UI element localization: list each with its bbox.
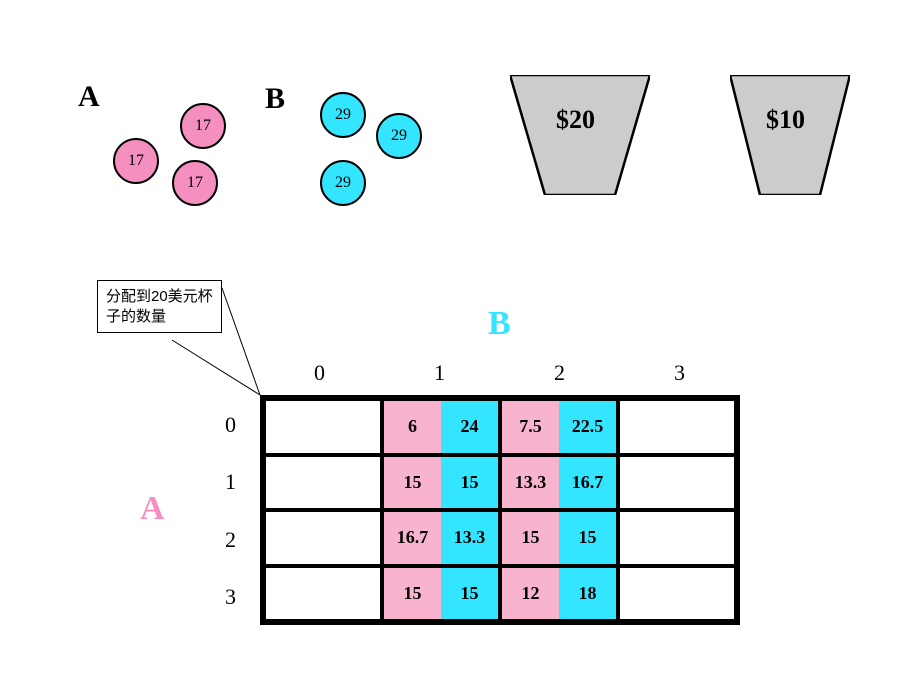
col-header: 2 (554, 360, 565, 386)
table-cell (618, 566, 736, 622)
cup: $10 (730, 75, 850, 200)
col-header: 3 (674, 360, 685, 386)
table-cell: 16.713.3 (382, 510, 500, 566)
payoff-b: 16.7 (559, 457, 616, 509)
table-cell (264, 399, 382, 455)
payoff-b: 22.5 (559, 401, 616, 453)
table-cell (618, 455, 736, 511)
payoff-a: 12 (502, 568, 559, 620)
payoff-b: 18 (559, 568, 616, 620)
table-cell: 1515 (382, 455, 500, 511)
payoff-a: 6 (384, 401, 441, 453)
col-header: 0 (314, 360, 325, 386)
payoff-a: 15 (502, 512, 559, 564)
table-cell (618, 510, 736, 566)
payoff-table: 6247.522.5151513.316.716.713.31515151512… (260, 395, 740, 625)
table-cell: 1515 (500, 510, 618, 566)
row-header: 2 (225, 527, 236, 553)
payoff-b: 15 (441, 568, 498, 620)
table-cell: 1218 (500, 566, 618, 622)
row-header: 3 (225, 584, 236, 610)
callout-text: 分配到20美元杯子的数量 (106, 288, 213, 325)
payoff-b: 13.3 (441, 512, 498, 564)
cup: $20 (510, 75, 650, 200)
payoff-a: 15 (384, 457, 441, 509)
payoff-b: 15 (441, 457, 498, 509)
table-header-a: A (140, 490, 165, 528)
payoff-a: 13.3 (502, 457, 559, 509)
cup-price: $10 (766, 105, 805, 135)
table-cell (264, 566, 382, 622)
ball-pink: 17 (180, 103, 226, 149)
ball-pink: 17 (172, 160, 218, 206)
row-header: 1 (225, 469, 236, 495)
payoff-b: 24 (441, 401, 498, 453)
callout-box: 分配到20美元杯子的数量 (97, 280, 222, 333)
ball-pink: 17 (113, 138, 159, 184)
cup-price: $20 (556, 105, 595, 135)
ball-cyan: 29 (376, 113, 422, 159)
ball-cyan: 29 (320, 160, 366, 206)
payoff-a: 16.7 (384, 512, 441, 564)
table-cell: 7.522.5 (500, 399, 618, 455)
table-cell: 1515 (382, 566, 500, 622)
payoff-a: 15 (384, 568, 441, 620)
payoff-a: 7.5 (502, 401, 559, 453)
table-header-b: B (488, 305, 511, 343)
col-header: 1 (434, 360, 445, 386)
payoff-b: 15 (559, 512, 616, 564)
table-cell (264, 455, 382, 511)
label-a: A (78, 80, 100, 114)
table-cell: 13.316.7 (500, 455, 618, 511)
table-cell: 624 (382, 399, 500, 455)
table-cell (618, 399, 736, 455)
label-b: B (265, 82, 285, 116)
row-header: 0 (225, 412, 236, 438)
table-cell (264, 510, 382, 566)
ball-cyan: 29 (320, 92, 366, 138)
